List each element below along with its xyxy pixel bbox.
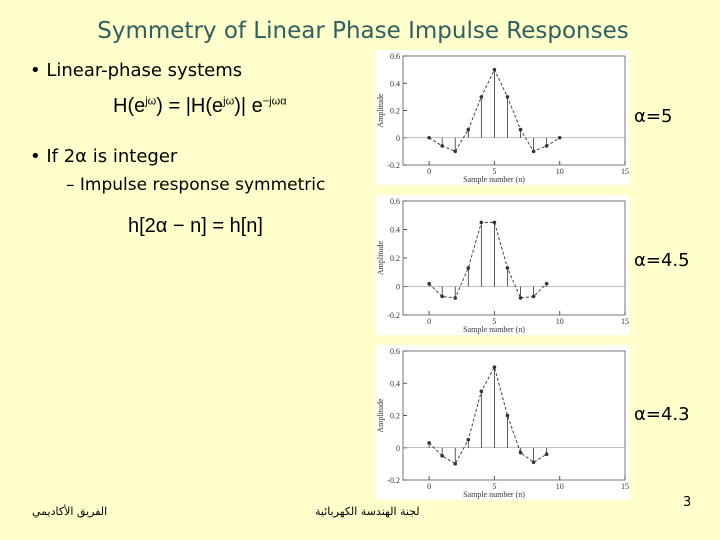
- equation-part: )| e: [234, 95, 263, 117]
- sub-bullet: – Impulse response symmetric: [66, 175, 326, 195]
- x-tick-label: 0: [427, 317, 431, 326]
- stem-dot: [518, 296, 523, 300]
- stem-dot: [518, 450, 523, 455]
- bullet-text: Linear-phase systems: [46, 60, 243, 81]
- y-tick-label: 0.4: [390, 379, 400, 388]
- bullet: • If 2α is integer: [30, 146, 178, 167]
- y-tick-label: -0.2: [387, 161, 400, 170]
- stem-dot: [544, 452, 549, 457]
- x-tick-label: 5: [492, 482, 496, 491]
- bullet: • Linear-phase systems: [30, 60, 243, 81]
- equation: h[2α − n] = h[n]: [128, 215, 263, 238]
- y-tick-label: 0.2: [390, 254, 400, 263]
- y-tick-label: 0.4: [390, 226, 400, 235]
- y-tick-label: 0.6: [390, 197, 400, 206]
- equation-part: h[2α − n] = h[n]: [128, 215, 263, 237]
- equation: H(ejω) = |H(ejω)| e−jωα: [113, 95, 287, 118]
- x-tick-label: 0: [427, 167, 431, 176]
- alpha-label: α=4.3: [634, 404, 690, 425]
- stem-dot: [505, 413, 510, 418]
- y-axis-label: Amplitude: [376, 93, 385, 128]
- sub-bullet-text: Impulse response symmetric: [79, 175, 326, 195]
- response-curve: [428, 221, 547, 299]
- page-number: 3: [683, 495, 692, 510]
- equation-part: jω: [223, 95, 235, 108]
- plot-background: [375, 195, 630, 335]
- plot-background: [375, 345, 630, 500]
- bullet-text: If 2α is integer: [46, 146, 178, 167]
- footer-center: لجنة الهندسة الكهربائية: [315, 505, 420, 518]
- x-axis-label: Sample number (n): [463, 175, 525, 184]
- y-axis-label: Amplitude: [376, 240, 385, 275]
- y-tick-label: 0.2: [390, 107, 400, 116]
- y-tick-label: -0.2: [387, 476, 400, 485]
- x-tick-label: 10: [556, 317, 564, 326]
- y-tick-label: 0.2: [390, 412, 400, 421]
- y-tick-label: 0: [396, 444, 400, 453]
- equation-part: ) = |H(e: [156, 95, 224, 117]
- y-tick-label: 0.6: [390, 52, 400, 61]
- equation-part: jω: [145, 95, 157, 108]
- stem-dot: [492, 220, 497, 225]
- y-tick-label: 0: [396, 134, 400, 143]
- equation-part: H(e: [113, 95, 146, 117]
- x-tick-label: 15: [621, 317, 629, 326]
- y-tick-label: 0.6: [390, 347, 400, 356]
- x-tick-label: 10: [556, 167, 564, 176]
- x-tick-label: 5: [492, 167, 496, 176]
- alpha-label: α=5: [634, 106, 673, 127]
- x-tick-label: 0: [427, 482, 431, 491]
- equation-part: −jωα: [262, 95, 287, 108]
- title: Symmetry of Linear Phase Impulse Respons…: [97, 18, 629, 44]
- alpha-label: α=4.5: [634, 250, 690, 271]
- response-curve: [428, 68, 560, 152]
- x-tick-label: 15: [621, 482, 629, 491]
- y-tick-label: -0.2: [387, 311, 400, 320]
- y-axis-label: Amplitude: [376, 398, 385, 433]
- y-tick-label: 0: [396, 283, 400, 292]
- stem-dot: [466, 266, 471, 270]
- x-tick-label: 10: [556, 482, 564, 491]
- plot-background: [375, 50, 630, 185]
- stem-dot: [466, 127, 471, 132]
- response-curve: [428, 365, 547, 465]
- x-tick-label: 5: [492, 317, 496, 326]
- x-tick-label: 15: [621, 167, 629, 176]
- footer-left: الفريق الأكاديمي: [32, 505, 108, 518]
- x-axis-label: Sample number (n): [463, 490, 525, 499]
- x-axis-label: Sample number (n): [463, 325, 525, 334]
- y-tick-label: 0.4: [390, 79, 400, 88]
